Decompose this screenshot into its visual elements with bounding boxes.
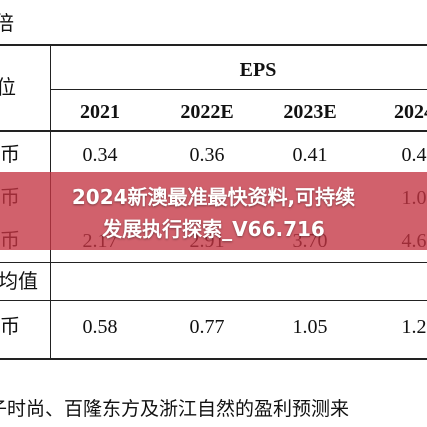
cell: 0.36 [189,144,225,166]
banner-line: 2024新澳最准最快资料,可持续 [71,185,356,209]
cell: 0.34 [82,144,118,166]
row-label: 民币 [0,316,20,338]
banner-line: 发展执行探索_V66.716 [102,217,325,241]
column-header: 2023E [283,101,337,123]
cell: 0.77 [189,316,225,338]
column-header: 2024 [394,101,427,123]
rule [0,358,427,360]
cell: 0.4 [401,144,427,166]
banner: 2024新澳最准最快资料,可持续 发展执行探索_V66.716 [0,172,427,250]
cell: 1.2 [401,316,427,338]
rule [0,130,427,132]
rule [0,262,427,263]
top-label: 倍 [0,13,14,35]
footer-text: 子时尚、百隆东方及浙江自然的盈利预测来 [0,399,350,420]
unit-label: 位 [0,77,16,99]
section-label: 均值 [0,271,38,293]
column-header: 2021 [80,101,120,123]
cell: 0.41 [292,144,328,166]
rule [0,44,427,46]
row-label: 民币 [0,144,20,166]
column-header: 2022E [180,101,234,123]
rule [50,89,427,90]
cell: 1.05 [292,316,328,338]
group-header: EPS [239,59,277,81]
rule [0,300,427,301]
cell: 0.58 [82,316,118,338]
